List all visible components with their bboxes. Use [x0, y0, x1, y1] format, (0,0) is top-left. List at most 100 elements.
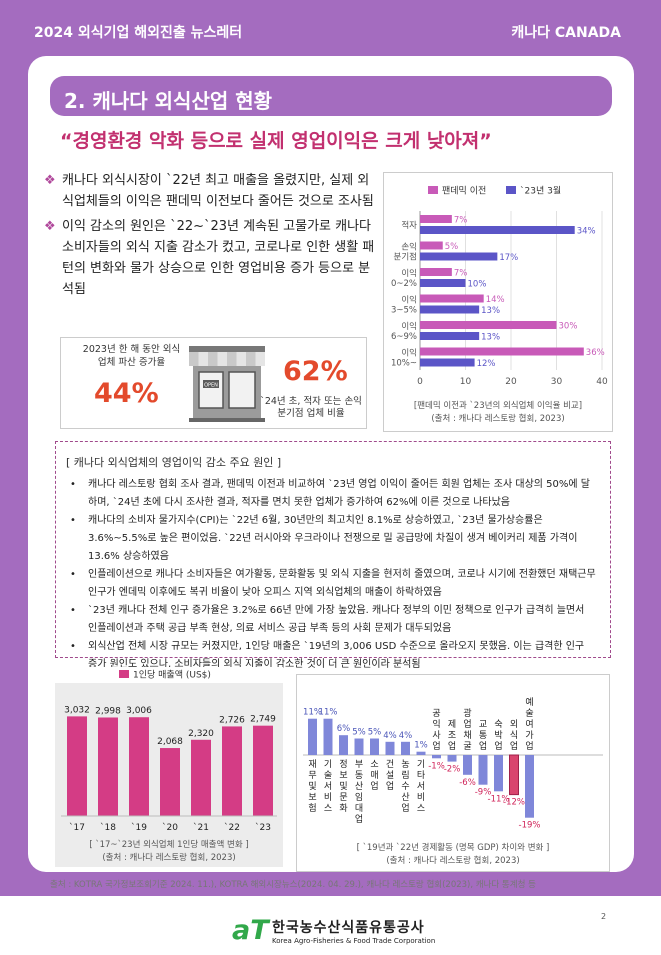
- data-label: 2,749: [250, 715, 276, 725]
- data-label: 5%: [445, 242, 459, 252]
- reason-text: 외식산업 전체 시장 규모는 커졌지만, 1인당 매출은 `19년의 3,006…: [88, 641, 585, 670]
- bar: [98, 717, 118, 816]
- bar: [129, 717, 149, 816]
- data-label: 4%: [399, 731, 413, 741]
- bar: [478, 755, 488, 785]
- reasons-box: [ 캐나다 외식업체의 영업이익 감소 주요 원인 ] • 캐나다 레스토랑 협회…: [55, 441, 611, 670]
- x-tick-label: 20: [505, 377, 517, 387]
- category-label: 적자: [401, 220, 417, 231]
- section-title: 2. 캐나다 외식산업 현황: [64, 89, 273, 113]
- reason-item: • 캐나다 레스토랑 협회 조사 결과, 팬데믹 이전과 비교하여 `23년 영업…: [66, 476, 596, 512]
- category-label: 0~2%: [391, 279, 417, 289]
- bar: [385, 741, 395, 755]
- data-label: 13%: [481, 333, 500, 343]
- data-label: 4%: [383, 731, 397, 741]
- data-label: 7%: [454, 269, 468, 279]
- data-label: 2,726: [219, 715, 245, 725]
- chart-caption: [ `17~`23년 외식업체 1인당 매출액 변화 ]: [89, 839, 248, 850]
- bar: [420, 294, 484, 303]
- bar: [420, 279, 466, 287]
- bar: [420, 226, 575, 234]
- category-label: 이익: [401, 321, 417, 332]
- profit-rate-chart-svg: 팬데믹 이전 `23년 3월 0 10 20 30 40 적자 7% 34% 손익분기점 5% 17% 이…: [391, 185, 608, 425]
- category-label: 손익: [401, 242, 417, 253]
- data-label: -1%: [428, 761, 445, 771]
- legend-swatch: [428, 186, 438, 194]
- data-label: 7%: [454, 216, 468, 226]
- x-tick-label: 0: [417, 377, 423, 387]
- data-label: -2%: [444, 765, 461, 775]
- bullet-item: ❖ 이익 감소의 원인은 `22~`23년 계속된 고물가로 캐나다 소비자들의…: [44, 216, 379, 300]
- data-label: 11%: [319, 708, 338, 718]
- data-label: 3,032: [64, 705, 90, 715]
- x-tick-label: `17: [69, 822, 85, 833]
- headline: “경영환경 악화 등으로 실제 영업이익은 크게 낮아져”: [60, 130, 492, 152]
- bar: [222, 726, 242, 816]
- bar: [339, 735, 348, 755]
- category-label: 6~9%: [391, 332, 417, 342]
- chart-source: (출처 : 캐나다 레스토랑 협회, 2023): [386, 855, 519, 866]
- reason-item: • 캐나다의 소비자 물가지수(CPI)는 `22년 6월, 30년만의 최고치인…: [66, 512, 596, 566]
- chart-source: (출처 : 캐나다 레스토랑 협회, 2023): [102, 852, 235, 863]
- data-label: 34%: [577, 227, 596, 237]
- data-label: 10%: [468, 280, 487, 290]
- gdp-change-chart-svg: 11% 재 무 및 보 험 11% 기 술 서 비 스 6% 정 보 및 문 화 5% 부 동 산 임 대 업 5% 소 매 업 4% 건 설…: [303, 697, 603, 866]
- country-title: 캐나다 CANADA: [511, 25, 621, 41]
- data-label: -9%: [475, 788, 492, 798]
- reason-text: 인플레이션으로 캐나다 소비자들은 여가활동, 문화활동 및 외식 지출을 현저…: [88, 569, 596, 598]
- data-label: -19%: [519, 821, 541, 831]
- bar: [191, 739, 211, 816]
- bullet-dot-icon: •: [70, 479, 76, 490]
- category-label: 3~5%: [391, 306, 417, 316]
- data-label: 17%: [499, 253, 518, 263]
- reason-text: 캐나다 레스토랑 협회 조사 결과, 팬데믹 이전과 비교하여 `23년 영업 …: [88, 479, 590, 508]
- source-footnote: 출처 : KOTRA 국가정보조회기준 2024. 11.), KOTRA 해외…: [50, 880, 536, 890]
- logo-english-name: Korea Agro-Fisheries & Food Trade Corpor…: [272, 937, 436, 945]
- bar: [67, 716, 87, 816]
- bar: [420, 332, 480, 340]
- deficit-label: `24년 초, 적자 또는 손익분기점 업체 비율: [260, 396, 362, 419]
- bullet-dot-icon: •: [70, 515, 76, 526]
- page-number: 2: [601, 912, 607, 921]
- diamond-bullet-icon: ❖: [44, 173, 56, 188]
- bar: [420, 358, 475, 367]
- at-logo-mark: aT: [232, 915, 269, 946]
- legend-label: 팬데믹 이전: [442, 185, 486, 197]
- category-label: 이익: [401, 348, 417, 359]
- data-label: 2,320: [188, 729, 214, 739]
- data-label: 6%: [337, 724, 351, 734]
- data-label: 2,068: [157, 737, 183, 747]
- bar: [420, 347, 584, 356]
- bullet-text: 이익 감소의 원인은 `22~`23년 계속된 고물가로 캐나다 소비자들의 외…: [62, 219, 375, 297]
- bullet-text: 캐나다 외식시장이 `22년 최고 매출을 올렸지만, 실제 외식업체들의 이익…: [62, 173, 374, 209]
- stats-box: 2023년 한 해 동안 외식업체 파산 증가율 44% OPEN 62% `2…: [60, 337, 367, 429]
- data-label: 36%: [586, 348, 605, 358]
- legend-label: `23년 3월: [520, 185, 561, 197]
- reason-item: • 인플레이션으로 캐나다 소비자들은 여가활동, 문화활동 및 외식 지출을 현…: [66, 566, 596, 602]
- section-header: 2. 캐나다 외식산업 현황: [50, 76, 612, 116]
- data-label: 3,006: [126, 706, 152, 716]
- diamond-bullet-icon: ❖: [44, 219, 56, 234]
- legend-swatch: [119, 670, 129, 678]
- open-sign: OPEN: [204, 383, 218, 389]
- bar: [509, 754, 519, 796]
- bar: [401, 741, 410, 755]
- bar: [354, 738, 364, 755]
- data-label: 14%: [486, 295, 505, 305]
- bar: [420, 241, 443, 250]
- x-tick-label: `19: [131, 822, 147, 833]
- x-tick-label: `22: [224, 822, 240, 833]
- x-tick-label: 10: [460, 377, 472, 387]
- reasons-title: [ 캐나다 외식업체의 영업이익 감소 주요 원인 ]: [66, 456, 282, 469]
- bankruptcy-label: 2023년 한 해 동안 외식업체 파산 증가율: [82, 344, 181, 368]
- category-label: 이익: [401, 268, 417, 279]
